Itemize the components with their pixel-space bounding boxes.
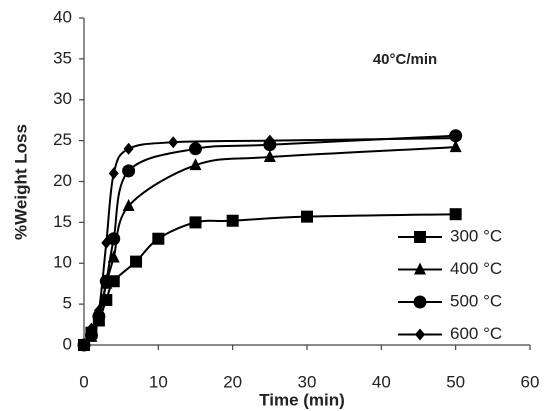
marker	[84, 328, 98, 342]
marker	[189, 158, 202, 171]
legend-marker	[415, 328, 425, 341]
marker	[122, 164, 136, 178]
series-line	[83, 213, 456, 346]
marker	[101, 236, 112, 249]
x-tick-label: 30	[298, 372, 317, 391]
y-tick-label: 20	[53, 171, 72, 190]
x-tick-label: 20	[223, 372, 242, 391]
annotation: 40°C/min	[373, 51, 437, 68]
legend-label: 300 °C	[450, 226, 502, 245]
marker	[152, 232, 165, 245]
marker	[168, 136, 179, 149]
legend-marker	[414, 262, 426, 275]
series-line	[83, 146, 456, 346]
y-tick-label: 30	[53, 89, 72, 108]
x-tick-label: 60	[521, 372, 540, 391]
series-line	[83, 134, 456, 346]
marker	[226, 214, 239, 227]
x-tick-label: 40	[372, 372, 391, 391]
y-tick-label: 5	[63, 294, 72, 313]
y-tick-label: 15	[53, 212, 72, 231]
legend-label: 400 °C	[450, 259, 502, 278]
y-tick-label: 40	[53, 7, 72, 26]
series-line	[83, 137, 456, 346]
marker	[122, 199, 135, 212]
marker	[86, 322, 97, 335]
y-tick-label: 10	[53, 253, 72, 272]
marker	[123, 142, 134, 155]
legend-marker	[414, 231, 426, 243]
y-tick-label: 25	[53, 130, 72, 149]
marker	[189, 216, 202, 229]
legend-label: 500 °C	[450, 291, 502, 310]
legend-marker	[413, 295, 427, 309]
y-tick-label: 0	[63, 334, 72, 353]
marker	[450, 132, 461, 145]
marker	[263, 149, 276, 162]
marker	[449, 140, 462, 153]
marker	[93, 304, 104, 317]
x-tick-label: 0	[79, 372, 88, 391]
marker	[189, 142, 202, 156]
marker	[301, 210, 313, 223]
y-tick-label: 35	[53, 48, 72, 67]
x-tick-label: 10	[149, 372, 168, 391]
marker	[130, 255, 143, 268]
marker	[449, 208, 462, 221]
marker	[79, 339, 89, 351]
y-axis-title: %Weight Loss	[11, 124, 30, 240]
legend-label: 600 °C	[450, 324, 502, 343]
marker	[108, 167, 119, 180]
marker	[264, 134, 275, 147]
x-axis-title: Time (min)	[259, 390, 345, 409]
x-tick-label: 50	[446, 372, 465, 391]
